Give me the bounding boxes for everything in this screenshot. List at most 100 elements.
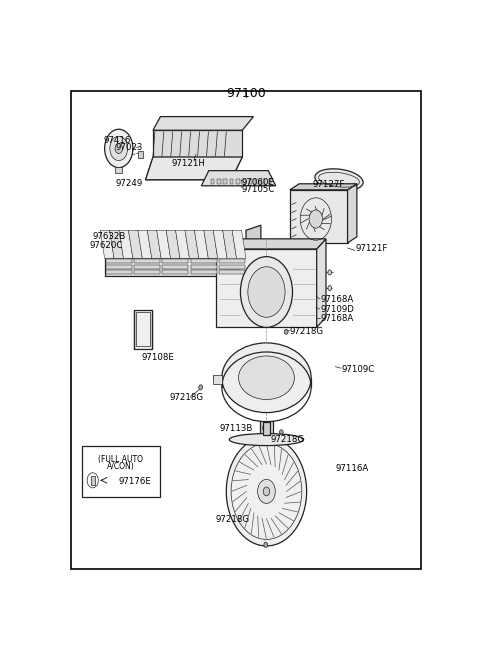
Bar [134,310,152,349]
Bar [106,259,132,263]
Circle shape [284,329,288,335]
Polygon shape [216,239,326,249]
Ellipse shape [222,343,311,413]
Circle shape [328,270,332,275]
Text: 97109D: 97109D [321,305,354,314]
Circle shape [309,210,323,228]
Polygon shape [216,249,317,327]
Bar [213,375,222,384]
Bar [249,179,252,184]
Polygon shape [138,230,152,258]
Bar [138,152,143,157]
Bar [162,270,188,274]
Polygon shape [194,230,208,258]
Bar [115,167,122,173]
Bar [263,422,270,434]
Text: 97100: 97100 [226,87,266,100]
Polygon shape [156,230,170,258]
Circle shape [240,256,292,327]
Bar [136,312,150,346]
Polygon shape [91,476,95,485]
Bar [242,179,246,184]
Bar [162,259,188,263]
Polygon shape [105,258,246,276]
Polygon shape [176,230,190,258]
Circle shape [110,136,128,161]
Text: 97218G: 97218G [216,515,250,523]
Text: 97127F: 97127F [313,180,345,190]
Bar [261,179,265,184]
Text: 97249: 97249 [115,179,142,188]
Ellipse shape [229,434,304,445]
Ellipse shape [315,169,363,191]
Text: 97116A: 97116A [335,464,369,473]
Bar [229,179,233,184]
Text: 97620C: 97620C [90,241,123,250]
Ellipse shape [239,356,294,400]
Text: 97168A: 97168A [321,314,354,323]
Bar [106,270,132,274]
Circle shape [199,385,203,390]
Bar [223,179,227,184]
Bar [191,265,216,269]
Text: A/CON): A/CON) [107,462,134,470]
Text: 97416: 97416 [104,136,131,145]
Polygon shape [290,190,348,243]
Circle shape [248,267,285,318]
Bar [267,179,271,184]
Text: (FULL AUTO: (FULL AUTO [98,455,143,464]
Bar [211,179,215,184]
Polygon shape [202,171,276,186]
Text: 97176E: 97176E [119,478,152,486]
Polygon shape [109,230,123,258]
Polygon shape [317,239,326,327]
Bar [236,179,240,184]
Text: 97632B: 97632B [93,232,126,241]
Text: 97121F: 97121F [356,245,388,253]
Text: 97060E: 97060E [241,178,275,187]
Bar [134,270,160,274]
Circle shape [263,422,270,433]
Polygon shape [147,230,161,258]
Text: 97168A: 97168A [321,295,354,304]
Polygon shape [223,230,237,258]
Polygon shape [145,157,242,180]
Polygon shape [348,184,357,243]
Bar [106,265,132,269]
Text: 97108E: 97108E [142,353,175,362]
Text: 97218G: 97218G [170,394,204,402]
Bar [162,265,188,269]
Polygon shape [153,131,242,157]
Text: 97109C: 97109C [342,365,375,374]
Text: 97121H: 97121H [172,159,205,168]
Bar [219,270,245,274]
Polygon shape [153,117,253,131]
Bar [134,259,160,263]
Polygon shape [232,230,246,258]
Circle shape [328,285,332,291]
Bar [134,265,160,269]
Text: 97113B: 97113B [220,424,253,433]
Polygon shape [246,225,261,276]
Polygon shape [185,230,199,258]
Polygon shape [145,157,242,180]
Circle shape [226,437,307,546]
Bar [191,270,216,274]
Circle shape [279,430,283,435]
Bar [255,179,259,184]
Circle shape [115,144,122,154]
Polygon shape [166,230,180,258]
Text: 97218G: 97218G [270,436,304,444]
Circle shape [258,480,276,503]
Circle shape [263,487,270,496]
Bar [260,420,273,435]
Polygon shape [290,184,357,190]
Text: 97105C: 97105C [241,185,275,194]
Circle shape [264,543,267,547]
Polygon shape [204,230,218,258]
Bar [191,259,216,263]
Bar [219,265,245,269]
Bar [217,179,221,184]
Polygon shape [100,230,114,258]
Polygon shape [213,230,227,258]
